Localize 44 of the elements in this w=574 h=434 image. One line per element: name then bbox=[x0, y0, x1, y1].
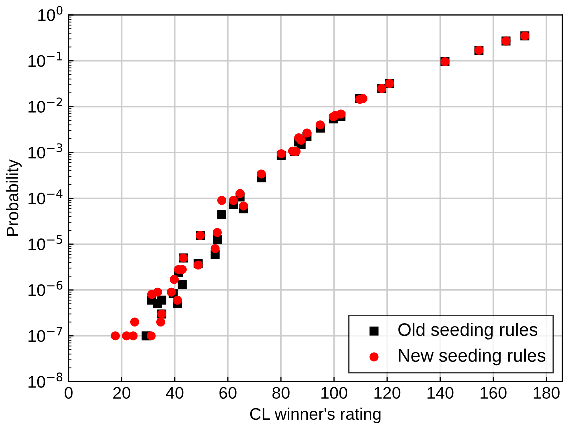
x-tick-label: 160 bbox=[480, 387, 507, 400]
point bbox=[218, 196, 227, 206]
point bbox=[213, 228, 222, 238]
point bbox=[239, 202, 248, 211]
point bbox=[236, 189, 245, 198]
point bbox=[170, 275, 180, 284]
x-tick-label: 20 bbox=[114, 387, 131, 400]
y-tick-label: 10$^{−5}$ bbox=[28, 235, 62, 250]
point bbox=[302, 128, 312, 138]
y-tick-label: 10$^{−2}$ bbox=[28, 98, 62, 113]
point bbox=[156, 318, 166, 327]
y-axis-title: Probability bbox=[6, 160, 22, 236]
point bbox=[158, 296, 167, 305]
x-tick-label: 80 bbox=[272, 387, 290, 400]
x-tick-label: 120 bbox=[374, 387, 401, 400]
point bbox=[153, 288, 162, 297]
point bbox=[111, 332, 120, 341]
y-tick-label: 10$^{−3}$ bbox=[28, 144, 62, 159]
y-tick-label: 10$^{−4}$ bbox=[28, 190, 63, 205]
point bbox=[130, 318, 140, 327]
y-tick-label: 10$^{0}$ bbox=[38, 6, 63, 22]
point bbox=[336, 110, 346, 119]
point bbox=[178, 280, 187, 290]
point bbox=[146, 332, 156, 341]
x-tick-label: 0 bbox=[64, 387, 73, 400]
point bbox=[229, 196, 238, 206]
point bbox=[257, 170, 266, 179]
y-tick-label: 10$^{−8}$ bbox=[28, 372, 63, 388]
point bbox=[210, 244, 220, 254]
y-tick-label: 10$^{−6}$ bbox=[28, 281, 63, 296]
x-tick-label: 60 bbox=[220, 387, 237, 400]
y-tick-label: 10$^{−7}$ bbox=[28, 327, 62, 342]
legend-label: Old seeding rules bbox=[398, 322, 538, 340]
x-tick-label: 100 bbox=[322, 387, 348, 400]
x-axis-title: CL winner's rating bbox=[250, 408, 381, 424]
point bbox=[218, 210, 227, 220]
legend-label: New seeding rules bbox=[399, 348, 546, 366]
point bbox=[316, 120, 325, 130]
x-tick-label: 40 bbox=[166, 387, 184, 400]
point bbox=[296, 136, 306, 145]
x-tick-label: 140 bbox=[428, 387, 454, 400]
x-tick-label: 180 bbox=[534, 387, 560, 400]
point bbox=[173, 296, 182, 305]
y-tick-label: 10$^{−1}$ bbox=[28, 52, 62, 68]
